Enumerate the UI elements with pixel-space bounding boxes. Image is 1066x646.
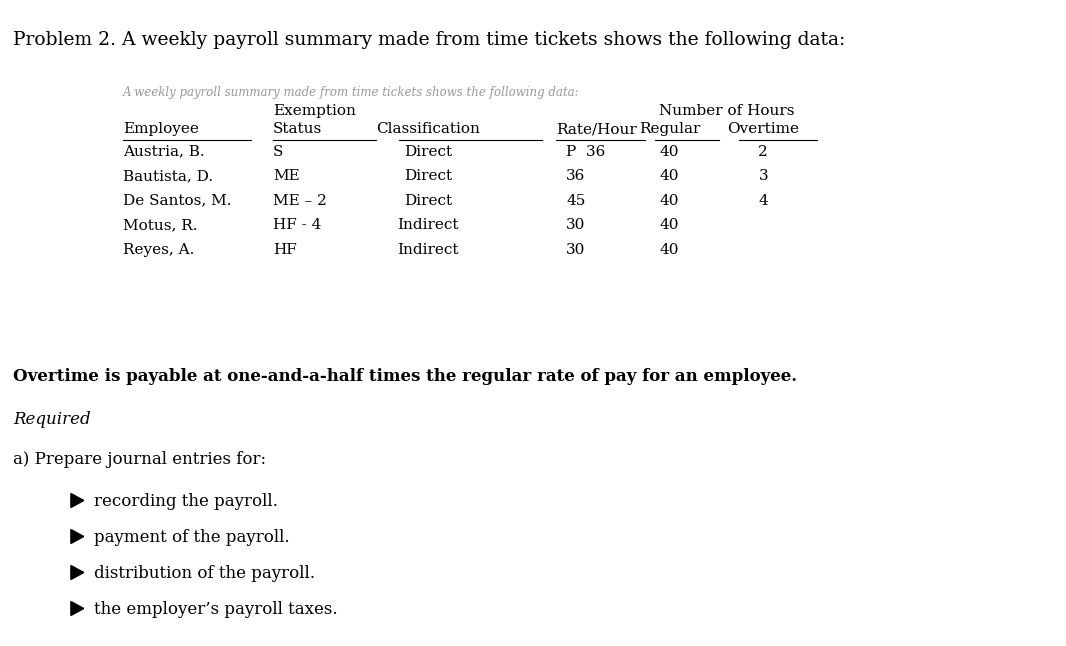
Text: HF: HF	[273, 242, 296, 256]
Text: Status: Status	[273, 122, 322, 136]
Text: Direct: Direct	[404, 169, 452, 183]
Text: P  36: P 36	[566, 145, 605, 158]
Polygon shape	[71, 494, 84, 508]
Text: Bautista, D.: Bautista, D.	[123, 169, 213, 183]
Text: 30: 30	[566, 242, 585, 256]
Text: Problem 2. A weekly payroll summary made from time tickets shows the following d: Problem 2. A weekly payroll summary made…	[13, 31, 845, 49]
Text: Reyes, A.: Reyes, A.	[123, 242, 194, 256]
Text: A weekly payroll summary made from time tickets shows the following data:: A weekly payroll summary made from time …	[123, 86, 580, 99]
Text: Overtime: Overtime	[727, 122, 800, 136]
Text: Required: Required	[13, 411, 91, 428]
Text: payment of the payroll.: payment of the payroll.	[94, 529, 289, 546]
Text: 45: 45	[566, 194, 585, 207]
Text: HF - 4: HF - 4	[273, 218, 321, 232]
Polygon shape	[71, 601, 84, 616]
Polygon shape	[71, 565, 84, 579]
Text: 30: 30	[566, 218, 585, 232]
Text: Exemption: Exemption	[273, 104, 356, 118]
Text: Indirect: Indirect	[398, 218, 459, 232]
Text: the employer’s payroll taxes.: the employer’s payroll taxes.	[94, 601, 337, 618]
Text: 36: 36	[566, 169, 585, 183]
Text: 2: 2	[758, 145, 769, 158]
Text: Indirect: Indirect	[398, 242, 459, 256]
Text: Austria, B.: Austria, B.	[123, 145, 205, 158]
Text: 40: 40	[660, 218, 679, 232]
Text: Direct: Direct	[404, 145, 452, 158]
Text: 40: 40	[660, 242, 679, 256]
Text: 40: 40	[660, 194, 679, 207]
Text: 4: 4	[758, 194, 769, 207]
Text: 3: 3	[758, 169, 769, 183]
Text: distribution of the payroll.: distribution of the payroll.	[94, 565, 314, 582]
Text: 40: 40	[660, 145, 679, 158]
Text: Overtime is payable at one-and-a-half times the regular rate of pay for an emplo: Overtime is payable at one-and-a-half ti…	[13, 368, 797, 385]
Text: Direct: Direct	[404, 194, 452, 207]
Text: recording the payroll.: recording the payroll.	[94, 493, 277, 510]
Text: Motus, R.: Motus, R.	[123, 218, 197, 232]
Text: Number of Hours: Number of Hours	[659, 104, 794, 118]
Text: De Santos, M.: De Santos, M.	[123, 194, 231, 207]
Polygon shape	[71, 530, 84, 543]
Text: Classification: Classification	[376, 122, 481, 136]
Text: S: S	[273, 145, 284, 158]
Text: Regular: Regular	[639, 122, 700, 136]
Text: a) Prepare journal entries for:: a) Prepare journal entries for:	[13, 451, 265, 468]
Text: ME: ME	[273, 169, 300, 183]
Text: ME – 2: ME – 2	[273, 194, 326, 207]
Text: 40: 40	[660, 169, 679, 183]
Text: Rate/Hour: Rate/Hour	[556, 122, 637, 136]
Text: Employee: Employee	[123, 122, 199, 136]
